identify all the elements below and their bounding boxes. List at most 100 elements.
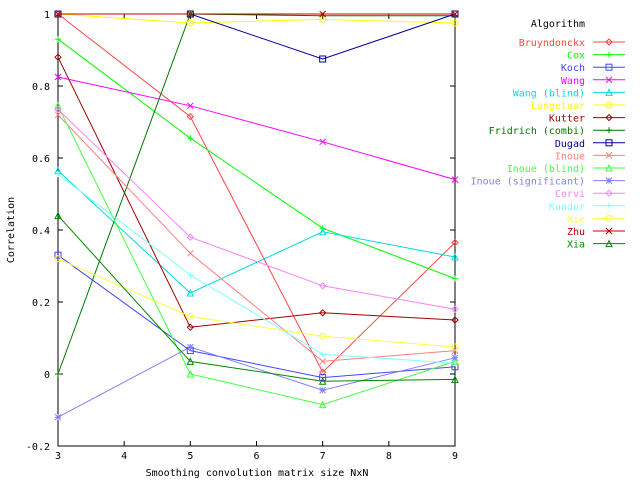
series-line-kundur (57, 173, 456, 364)
data-point-cox (452, 275, 458, 282)
data-point-zhu (319, 10, 327, 18)
x-tick-label: 5 (187, 451, 193, 462)
series-line-corvi (57, 109, 456, 310)
data-point-corvi (451, 305, 459, 313)
legend-marker-cox (606, 51, 612, 58)
x-tick-label: 6 (253, 451, 259, 462)
data-point-xie (319, 332, 327, 340)
legend-marker-langelaar (605, 101, 613, 109)
legend-label-fridrich-combi: Fridrich (combi) (489, 126, 585, 137)
legend-label-zhu: Zhu (567, 227, 585, 238)
data-point-bruyndonckx (318, 368, 327, 376)
legend-marker-inoue-blind (605, 163, 613, 172)
data-point-inoue-blind (54, 101, 62, 110)
data-point-zhu (186, 10, 194, 18)
legend-label-inoue-blind: Inoue (blind) (507, 164, 585, 175)
data-point-inoue-blind (318, 400, 327, 409)
y-tick-label: 0 (44, 370, 50, 381)
legend-marker-inoue (605, 152, 613, 159)
legend-label-corvi: Corvi (555, 189, 585, 200)
legend-label-kundur: Kundur (549, 202, 585, 213)
legend-marker-bruyndonckx (605, 38, 613, 46)
series-lines (57, 13, 456, 418)
legend-label-wang-blind: Wang (blind) (513, 88, 585, 99)
data-point-inoue-significant (186, 343, 194, 351)
legend-marker-corvi (605, 189, 613, 197)
data-point-kutter (186, 323, 195, 331)
x-tick-label: 9 (452, 451, 458, 462)
data-point-koch (319, 374, 327, 382)
data-point-corvi (318, 282, 327, 290)
data-point-xie (54, 255, 62, 263)
data-point-inoue-significant (54, 413, 62, 421)
axis-ticks: 3 4 5 6 7 8 9 -0.2 0 0.2 0.4 0.6 0.8 1 (26, 10, 458, 462)
legend-marker-kundur (606, 202, 612, 209)
data-point-kutter (318, 309, 327, 317)
data-point-inoue (451, 347, 459, 354)
y-tick-label: -0.2 (26, 442, 50, 453)
data-point-inoue (186, 250, 194, 257)
data-point-corvi (54, 105, 62, 114)
legend-label-inoue: Inoue (555, 151, 585, 162)
data-point-dugad (319, 55, 327, 63)
data-point-inoue (319, 358, 327, 365)
data-point-kundur (319, 351, 326, 358)
data-point-wang (186, 102, 194, 110)
legend-marker-koch (605, 63, 613, 71)
x-axis-label: Smoothing convolution matrix size NxN (146, 468, 369, 479)
data-point-bruyndonckx (186, 112, 195, 121)
legend-label-kutter: Kutter (549, 114, 585, 125)
data-point-cox (187, 135, 194, 142)
series-line-wang-blind (57, 170, 456, 294)
legend-title: Algorithm (531, 19, 585, 30)
legend-label-langelaar: Langelaar (531, 101, 585, 112)
data-point-dugad (451, 10, 459, 18)
legend-marker-fridrich-combi (606, 127, 612, 134)
data-point-zhu (451, 10, 459, 18)
data-point-wang-blind (318, 227, 327, 236)
data-point-kundur (55, 171, 61, 178)
data-point-fridrich-combi (55, 371, 61, 377)
y-tick-label: 0.2 (32, 298, 50, 309)
data-point-kundur (452, 360, 458, 367)
legend-marker-dugad (605, 139, 613, 147)
data-point-wang (451, 176, 459, 183)
x-tick-label: 4 (121, 451, 127, 462)
y-tick-label: 0.8 (32, 82, 50, 93)
legend-marker-wang-blind (605, 88, 613, 96)
legend-label-inoue-significant: Inoue (significant) (471, 177, 585, 188)
legend-label-wang: Wang (561, 76, 585, 87)
legend-label-dugad: Dugad (555, 139, 585, 150)
data-point-inoue-significant (451, 354, 459, 362)
data-point-inoue-significant (319, 386, 327, 394)
legend-marker-wang (605, 76, 613, 84)
legend-label-bruyndonckx: Bruyndonckx (519, 38, 585, 49)
series-markers (54, 10, 459, 421)
data-point-corvi (186, 233, 195, 241)
y-axis-label: Correlation (6, 197, 17, 263)
series-line-xie (57, 258, 456, 348)
legend-marker-zhu (605, 227, 613, 235)
series-line-wang (57, 76, 456, 181)
y-tick-label: 0.4 (32, 226, 50, 237)
legend-label-cox: Cox (567, 51, 585, 62)
data-point-kutter (54, 53, 62, 61)
y-tick-label: 0.6 (32, 154, 50, 165)
data-point-wang-blind (451, 252, 459, 261)
legend-marker-inoue-significant (605, 177, 613, 184)
series-line-bruyndonckx (57, 13, 456, 374)
data-point-kutter (451, 316, 459, 324)
data-point-dugad (186, 10, 194, 18)
legend-label-xia: Xia (567, 240, 585, 251)
series-line-inoue-blind (57, 105, 456, 406)
data-point-xie (186, 312, 194, 320)
series-line-fridrich-combi (57, 13, 455, 375)
data-point-xia (318, 377, 327, 385)
data-point-inoue-blind (186, 369, 195, 378)
data-point-wang-blind (186, 288, 195, 297)
x-tick-label: 8 (386, 451, 392, 462)
series-line-koch (57, 254, 456, 379)
y-tick-label: 1 (44, 10, 50, 21)
